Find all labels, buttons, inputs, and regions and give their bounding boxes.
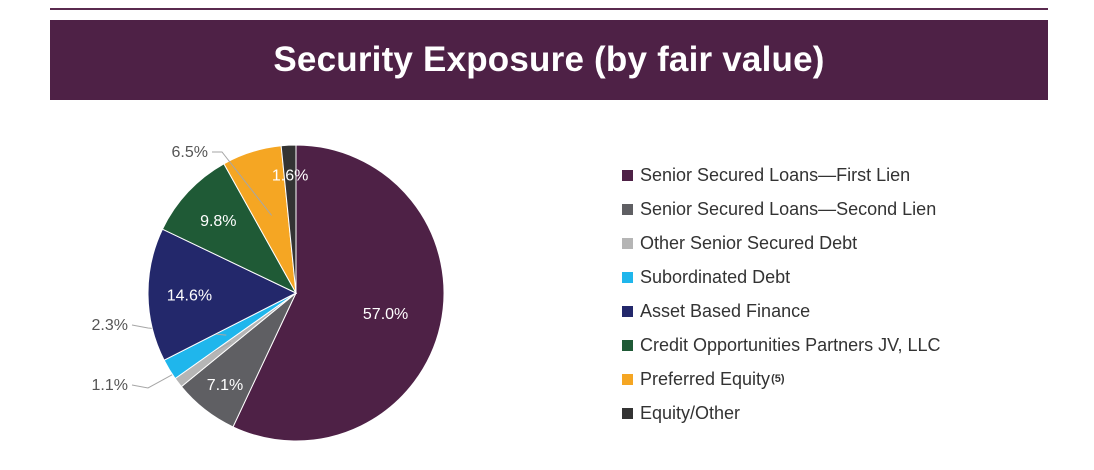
pie-label-preferred-equity: 6.5% [172,144,208,161]
pie-label-credit-opportunities-partners-jv-llc: 9.8% [200,213,236,230]
legend-label: Senior Secured Loans—Second Lien [640,198,937,219]
legend-item-senior-secured-loans-second-lien: Senior Secured Loans—Second Lien [622,192,940,226]
pie-slice-asset-based-finance [147,228,298,361]
legend-item-asset-based-finance: Asset Based Finance [622,294,940,328]
legend-item-other-senior-secured-debt: Other Senior Secured Debt [622,226,940,260]
pie-slice-senior-secured-loans-first-lien [232,144,445,442]
legend-swatch [622,407,633,419]
pie-slice-credit-opportunities-partners-jv-llc [161,163,298,295]
legend-label: Senior Secured Loans—First Lien [640,164,911,185]
pie-label-asset-based-finance: 14.6% [167,287,212,304]
legend-item-preferred-equity: Preferred Equity (5) [622,362,940,396]
legend-footnote-marker: (5) [771,373,785,385]
top-divider [50,8,1048,10]
pie-label-senior-secured-loans-first-lien: 57.0% [363,306,408,323]
legend-swatch [622,373,633,385]
legend-label: Subordinated Debt [640,266,791,287]
legend-label: Other Senior Secured Debt [640,232,858,253]
chart-title: Security Exposure (by fair value) [273,40,825,79]
pie-leader-line-preferred-equity [212,151,272,216]
legend-swatch [622,271,633,283]
chart-legend: Senior Secured Loans—First Lien Senior Se… [622,158,940,430]
legend-swatch [622,169,633,181]
pie-slice-equity-other [280,144,297,294]
title-banner: Security Exposure (by fair value) [50,20,1048,100]
legend-label: Credit Opportunities Partners JV, LLC [640,334,941,355]
legend-item-credit-opportunities-partners-jv-llc: Credit Opportunities Partners JV, LLC [622,328,940,362]
legend-swatch [622,237,633,249]
pie-label-subordinated-debt: 2.3% [92,317,128,334]
legend-label: Equity/Other [640,402,741,423]
legend-label: Asset Based Finance [640,300,811,321]
legend-item-senior-secured-loans-first-lien: Senior Secured Loans—First Lien [622,158,940,192]
legend-label: Preferred Equity [640,368,771,389]
legend-item-equity-other: Equity/Other [622,396,940,430]
pie-label-senior-secured-loans-second-lien: 7.1% [207,377,243,394]
pie-label-other-senior-secured-debt: 1.1% [92,377,128,394]
legend-swatch [622,339,633,351]
pie-label-equity-other: 1.6% [272,168,308,185]
legend-swatch [622,203,633,215]
legend-item-subordinated-debt: Subordinated Debt [622,260,940,294]
legend-swatch [622,305,633,317]
